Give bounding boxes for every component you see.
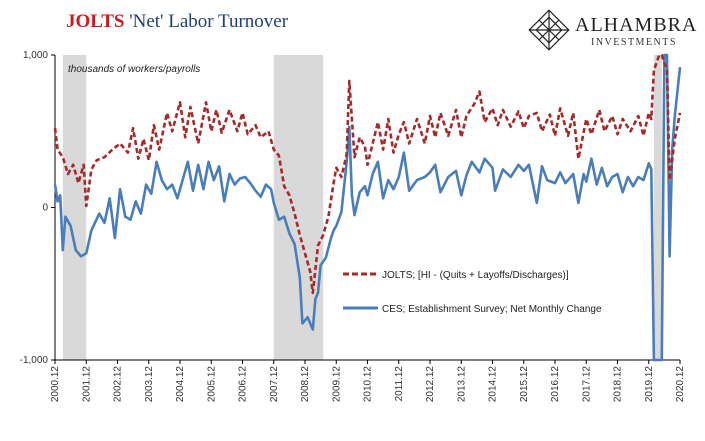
series-line-ces xyxy=(53,53,682,362)
x-tick-label-1: 2001.12 xyxy=(81,366,92,403)
x-tick-label-9: 2009.12 xyxy=(331,366,342,403)
x-tick-label-12: 2012.12 xyxy=(425,366,436,403)
recession-band-1 xyxy=(273,55,324,360)
logo-name: ALHAMBRA xyxy=(575,14,698,36)
x-tick-label-10: 2010.12 xyxy=(363,366,374,403)
y-tick-label-1: 0 xyxy=(42,203,48,214)
chart-annotation: thousands of workers/payrolls xyxy=(68,64,200,75)
recession-band-2 xyxy=(653,55,662,360)
y-tick-label-2: -1,000 xyxy=(20,355,49,366)
x-tick-label-16: 2016.12 xyxy=(550,366,561,403)
legend-label-jolts: JOLTS; [HI - (Quits + Layoffs/Discharges… xyxy=(382,270,569,281)
x-tick-label-7: 2007.12 xyxy=(269,366,280,403)
x-tick-label-0: 2000.12 xyxy=(50,366,61,403)
x-tick-label-11: 2011.12 xyxy=(394,366,405,402)
legend-label-ces: CES; Establishment Survey; Net Monthly C… xyxy=(382,304,602,315)
x-tick-label-6: 2006.12 xyxy=(238,366,249,403)
title-rest: 'Net' Labor Turnover xyxy=(124,11,289,32)
y-tick-label-0: 1,000 xyxy=(23,50,48,61)
x-tick-label-2: 2002.12 xyxy=(113,366,124,403)
legend: JOLTS; [HI - (Quits + Layoffs/Discharges… xyxy=(343,270,602,315)
alhambra-logo: ALHAMBRA INVESTMENTS xyxy=(527,8,699,52)
x-tick-label-14: 2014.12 xyxy=(488,366,499,403)
x-tick-label-20: 2020.12 xyxy=(675,366,686,403)
x-tick-label-19: 2019.12 xyxy=(644,366,655,403)
logo-subtitle: INVESTMENTS xyxy=(591,37,677,48)
x-tick-label-17: 2017.12 xyxy=(581,366,592,403)
recession-band-0 xyxy=(62,55,87,360)
x-tick-label-18: 2018.12 xyxy=(613,366,624,403)
x-tick-label-3: 2003.12 xyxy=(144,366,155,403)
x-tick-label-15: 2015.12 xyxy=(519,366,530,403)
title-highlight: JOLTS xyxy=(66,11,125,32)
chart-title: JOLTS 'Net' Labor Turnover xyxy=(66,11,288,33)
x-tick-label-4: 2004.12 xyxy=(175,366,186,403)
diamond-lattice-icon xyxy=(528,9,570,51)
x-tick-label-5: 2005.12 xyxy=(206,366,217,403)
x-tick-label-8: 2008.12 xyxy=(300,366,311,403)
series-line-jolts xyxy=(53,53,682,295)
x-tick-label-13: 2013.12 xyxy=(456,366,467,403)
